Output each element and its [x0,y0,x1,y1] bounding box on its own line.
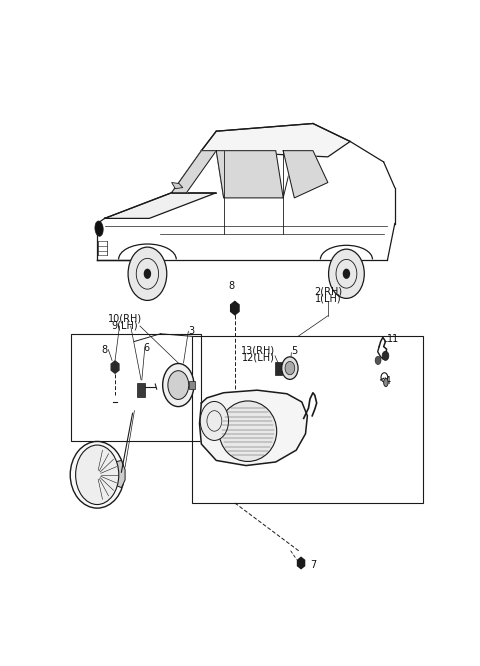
Polygon shape [172,151,216,192]
Text: 9(LH): 9(LH) [112,320,138,330]
Circle shape [128,247,167,300]
Polygon shape [172,182,183,188]
Text: 11: 11 [387,334,399,344]
Circle shape [382,351,389,360]
Polygon shape [283,151,328,198]
Circle shape [168,371,189,400]
Ellipse shape [219,401,276,462]
Circle shape [329,249,364,298]
Text: 8: 8 [101,345,108,355]
Text: 4: 4 [384,376,390,386]
Text: 5: 5 [291,346,298,356]
Polygon shape [200,390,307,466]
Text: 3: 3 [188,326,194,336]
Ellipse shape [70,442,124,508]
Circle shape [343,268,350,279]
Bar [71,334,202,442]
Bar [189,381,195,389]
Text: 6: 6 [144,342,150,352]
Circle shape [375,356,381,364]
Text: 7: 7 [311,559,317,569]
Text: 12(LH): 12(LH) [242,353,275,363]
Bar [137,383,145,398]
Ellipse shape [384,378,388,386]
Text: 8: 8 [228,281,234,291]
Circle shape [144,268,151,279]
Bar [192,336,423,503]
Circle shape [76,445,119,505]
Polygon shape [202,123,350,157]
Circle shape [285,362,295,375]
Text: 13(RH): 13(RH) [241,346,275,356]
Circle shape [200,402,228,440]
Bar [275,362,282,375]
Circle shape [163,364,194,406]
Text: 2(RH): 2(RH) [314,287,342,297]
Polygon shape [115,460,125,488]
Polygon shape [105,192,216,218]
Circle shape [282,357,298,380]
Ellipse shape [95,221,103,236]
Text: 10(RH): 10(RH) [108,314,142,324]
Text: 1(LH): 1(LH) [314,294,341,304]
Polygon shape [216,151,283,198]
